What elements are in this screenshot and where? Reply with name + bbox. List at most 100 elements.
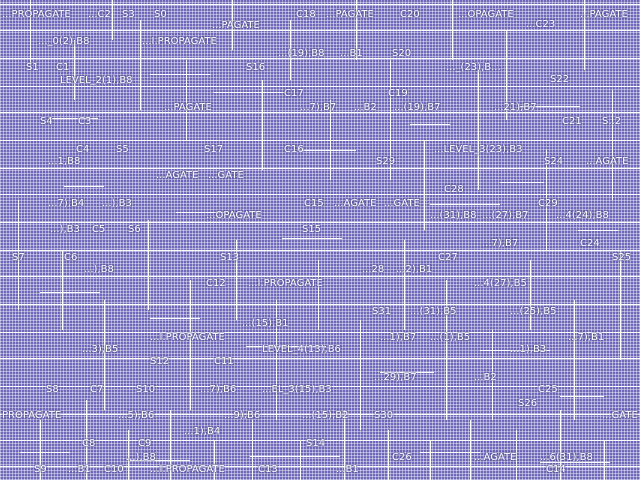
wire-segment — [446, 280, 447, 420]
wire-segment — [148, 220, 149, 310]
signal-label: S20 — [392, 48, 412, 59]
signal-label: ...7),B7 — [482, 238, 519, 249]
signal-label: S16 — [246, 62, 266, 73]
wire-segment — [0, 30, 640, 31]
wire-segment — [20, 452, 70, 453]
signal-label: ...4(27),B5 — [474, 278, 527, 289]
wire-segment — [0, 140, 640, 141]
wire-segment — [612, 90, 613, 200]
signal-label: ...1),B7 — [380, 332, 417, 343]
signal-label: ...(1),B5 — [430, 332, 471, 343]
signal-label: ...7),B1 — [568, 332, 605, 343]
signal-label: ...GATE — [384, 198, 420, 209]
wire-segment — [390, 60, 391, 180]
wire-segment — [560, 396, 604, 397]
wire-segment — [0, 168, 640, 169]
signal-label: ...5),B6 — [118, 410, 155, 421]
signal-label: ...(19),B8 — [278, 48, 325, 59]
wire-segment — [18, 200, 19, 310]
signal-label: S31 — [372, 306, 392, 317]
signal-label: ...GATE — [602, 410, 638, 421]
signal-label: S5 — [116, 144, 129, 155]
signal-label: C27 — [438, 252, 458, 263]
signal-label: C9 — [138, 438, 152, 449]
signal-label: ...1),B4 — [184, 426, 221, 437]
signal-label: C3 — [78, 116, 92, 127]
signal-label: S13 — [220, 252, 240, 263]
signal-label: ...PAGATE — [164, 102, 212, 113]
signal-label: ...OPAGATE — [458, 9, 514, 20]
wire-segment — [30, 0, 31, 70]
signal-label: ...(25),B5 — [510, 306, 557, 317]
wire-segment — [0, 112, 640, 113]
wire-segment — [560, 410, 561, 480]
wire-segment — [492, 330, 493, 420]
signal-label: C16 — [284, 144, 304, 155]
signal-label: ...21),B7 — [494, 102, 537, 113]
signal-label: C6 — [64, 252, 78, 263]
signal-label: ...AGATE — [156, 170, 199, 181]
signal-label: ...PAGATE — [212, 20, 260, 31]
wire-segment — [0, 250, 640, 251]
wire-segment — [452, 0, 453, 60]
wire-segment — [0, 86, 640, 87]
signal-label: S6 — [128, 224, 141, 235]
signal-label: ...GATE — [208, 170, 244, 181]
signal-label: ...PROPAGATE — [2, 9, 71, 20]
signal-label: S15 — [302, 224, 322, 235]
signal-label: C14 — [546, 464, 566, 475]
signal-label: C13 — [258, 464, 278, 475]
signal-label: S0 — [154, 9, 167, 20]
signal-label: ...7),B6 — [200, 384, 237, 395]
signal-label: ...I.PROPAGATE — [142, 36, 217, 47]
signal-label: ..._0(2),B8 — [38, 36, 90, 47]
wire-segment — [0, 194, 640, 195]
signal-label: ...LEVEL_3(23),B3 — [434, 144, 523, 155]
signal-label: ...B1 — [68, 464, 91, 475]
wire-segment — [0, 386, 640, 387]
wire-segment — [150, 318, 200, 319]
signal-label: C4 — [76, 144, 90, 155]
signal-label: S9 — [34, 464, 47, 475]
wire-segment — [176, 212, 226, 213]
signal-label: ...AGATE — [474, 452, 517, 463]
wire-segment — [318, 260, 319, 330]
signal-label: ...(15),B1 — [242, 318, 289, 329]
signal-label: C20 — [400, 9, 420, 20]
signal-label: ...B2 — [474, 372, 497, 383]
signal-label: ...2),B1 — [396, 264, 433, 275]
wire-segment — [410, 124, 450, 125]
wire-segment — [0, 440, 640, 441]
signal-label: C17 — [284, 88, 304, 99]
signal-label: ...7),B7 — [300, 102, 337, 113]
signal-label: LEVEL_4(13),B6 — [262, 344, 341, 355]
wire-segment — [104, 300, 105, 410]
signal-label: S14 — [306, 438, 326, 449]
wire-segment — [0, 358, 640, 359]
signal-label: ...PAGATE — [580, 9, 628, 20]
signal-label: ...9),B6 — [224, 410, 261, 421]
signal-label: C29 — [538, 198, 558, 209]
signal-label: C11 — [214, 356, 234, 367]
wire-segment — [52, 118, 98, 119]
wire-segment — [478, 70, 479, 190]
signal-label: ...C2 — [88, 9, 111, 20]
wire-segment — [170, 410, 171, 480]
wire-segment — [388, 430, 389, 480]
signal-label: S3 — [122, 9, 135, 20]
wire-segment — [186, 60, 187, 140]
signal-label: S29 — [376, 156, 396, 167]
signal-label: ...B1 — [340, 48, 363, 59]
signal-label: C24 — [580, 238, 600, 249]
wire-segment — [424, 140, 425, 230]
wire-segment — [236, 240, 237, 320]
wire-segment — [300, 440, 301, 480]
wire-segment — [0, 4, 640, 5]
wire-segment — [0, 414, 640, 415]
wire-segment — [0, 304, 640, 305]
wire-segment — [344, 410, 345, 480]
wire-segment — [380, 372, 434, 373]
signal-label: ...3),B5 — [82, 344, 119, 355]
signal-label: C5 — [92, 224, 106, 235]
